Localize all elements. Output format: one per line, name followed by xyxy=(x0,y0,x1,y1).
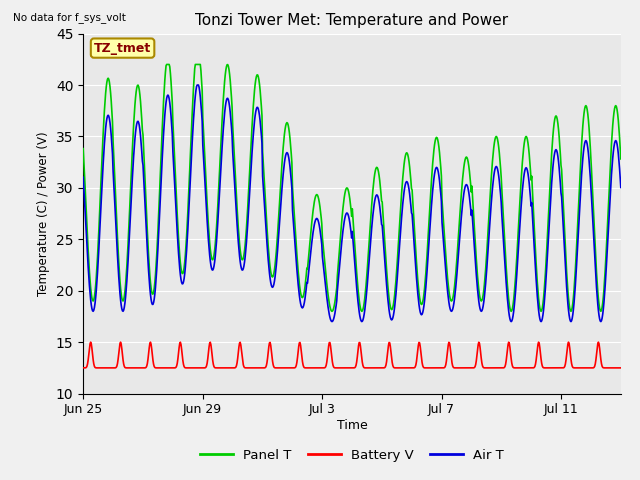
Legend: Panel T, Battery V, Air T: Panel T, Battery V, Air T xyxy=(195,444,509,467)
Title: Tonzi Tower Met: Temperature and Power: Tonzi Tower Met: Temperature and Power xyxy=(195,13,509,28)
X-axis label: Time: Time xyxy=(337,419,367,432)
Y-axis label: Temperature (C) / Power (V): Temperature (C) / Power (V) xyxy=(37,132,51,296)
Text: No data for f_sys_volt: No data for f_sys_volt xyxy=(13,12,125,23)
Text: TZ_tmet: TZ_tmet xyxy=(94,42,151,55)
